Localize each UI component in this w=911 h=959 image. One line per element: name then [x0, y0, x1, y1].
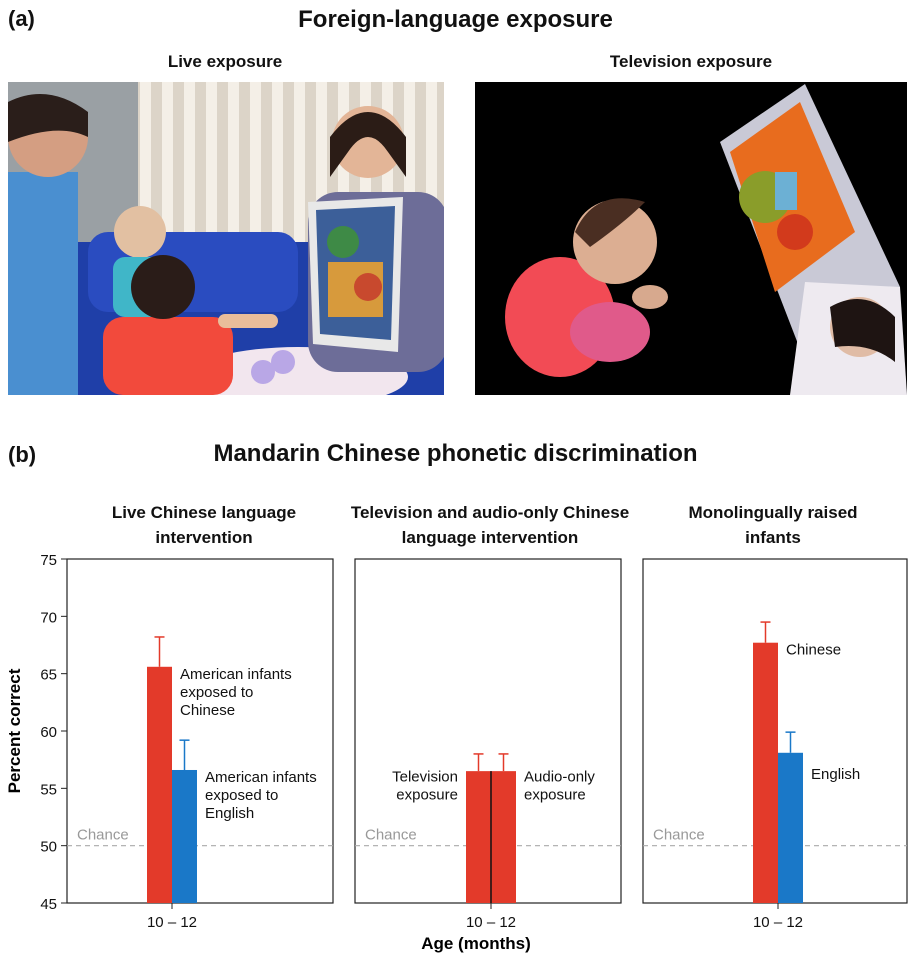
panel-b-title: Mandarin Chinese phonetic discrimination [213, 440, 698, 467]
series-label: Chinese [786, 642, 841, 659]
chart2-title: Television and audio-only Chinese langua… [350, 503, 630, 547]
series-label: English [811, 766, 860, 783]
series-label: American infants exposed to English [205, 769, 317, 822]
y-tick-label: 60 [40, 724, 57, 741]
y-tick-label: 75 [40, 552, 57, 569]
chart1-title: Live Chinese language intervention [111, 503, 297, 547]
bar-second [778, 752, 803, 903]
series-label: Audio-only exposure [524, 768, 595, 803]
x-tick-label: 10 – 12 [753, 914, 803, 931]
y-axis-label: Percent correct [5, 668, 24, 793]
chart3-title-wrap: Monolingually raised infants [660, 500, 886, 550]
chart1-frame [66, 558, 334, 904]
chart3-title: Monolingually raised infants [688, 503, 858, 547]
chart1-title-wrap: Live Chinese language intervention [68, 500, 340, 550]
y-tick-label: 50 [40, 839, 57, 856]
chance-label: Chance [365, 827, 417, 844]
x-axis-label: Age (months) [421, 934, 531, 953]
x-tick-label: 10 – 12 [147, 914, 197, 931]
bar-charts: Percent correct Age (months) 45 50 55 60 65 7… [5, 552, 908, 953]
y-tick-label: 65 [40, 667, 57, 684]
y-tick-label: 45 [40, 896, 57, 913]
bar-first [753, 642, 778, 903]
live-exposure-photo [8, 82, 444, 395]
panel-a-title: Foreign-language exposure [298, 6, 613, 33]
bar-first [466, 771, 491, 903]
bar-second [491, 771, 516, 903]
chance-label: Chance [653, 827, 705, 844]
x-tick-label: 10 – 12 [466, 914, 516, 931]
panel-a-letter: (a) [8, 6, 35, 31]
y-tick-label: 55 [40, 781, 57, 798]
bar-second [172, 769, 197, 903]
chance-label: Chance [77, 827, 129, 844]
series-label: Television exposure [392, 768, 458, 803]
chart2-title-wrap: Television and audio-only Chinese langua… [340, 500, 640, 550]
y-tick-label: 70 [40, 609, 57, 626]
photo-live-title: Live exposure [167, 52, 283, 71]
panel-b-letter: (b) [8, 442, 37, 467]
photo-tv-title: Television exposure [609, 52, 773, 71]
series-label: American infants exposed to Chinese [180, 666, 292, 719]
bar-first [147, 666, 172, 903]
tv-exposure-photo [475, 82, 907, 395]
